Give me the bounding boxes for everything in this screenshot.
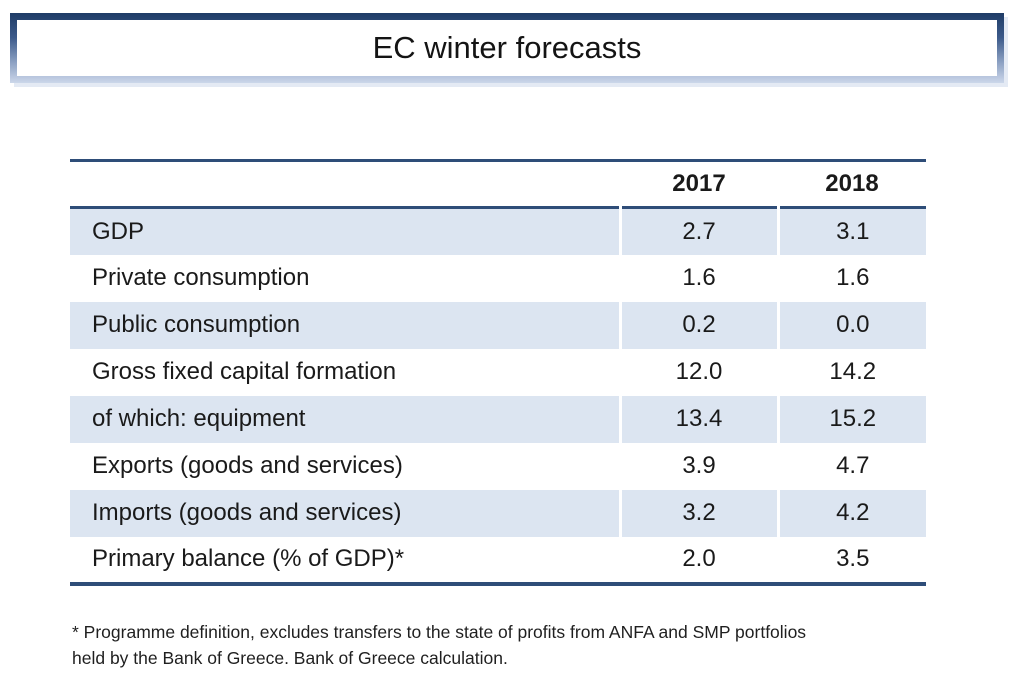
header-row: 2017 2018 <box>70 160 926 208</box>
page-title: EC winter forecasts <box>372 30 642 65</box>
slide-title-inner: EC winter forecasts <box>17 20 997 76</box>
forecast-table-container: 2017 2018 GDP 2.7 3.1 Private consumption 1.… <box>70 159 926 586</box>
row-label: Imports (goods and services) <box>92 499 402 526</box>
value-2018: 14.2 <box>776 348 926 396</box>
row-label: of which: equipment <box>92 405 306 432</box>
value-2018: 3.5 <box>776 536 926 584</box>
table-row: Primary balance (% of GDP)* 2.0 3.5 <box>70 536 926 584</box>
forecast-table-header: 2017 2018 <box>70 160 926 208</box>
value-2018: 4.7 <box>776 442 926 490</box>
value-2017: 13.4 <box>618 395 778 443</box>
header-year-2018: 2018 <box>825 170 879 197</box>
table-row: Imports (goods and services) 3.2 4.2 <box>70 489 926 537</box>
value-2018: 1.6 <box>776 254 926 302</box>
value-2017: 3.9 <box>618 442 778 490</box>
header-year-2017: 2017 <box>672 170 726 197</box>
table-row: Exports (goods and services) 3.9 4.7 <box>70 442 926 490</box>
footnote-line-2: held by the Bank of Greece. Bank of Gree… <box>72 648 508 669</box>
row-label: Public consumption <box>92 311 301 338</box>
value-2017: 2.0 <box>618 536 778 584</box>
row-label: GDP <box>92 217 145 245</box>
row-label: Primary balance (% of GDP)* <box>92 545 405 572</box>
value-2018: 3.1 <box>776 207 926 255</box>
value-2018: 0.0 <box>776 301 926 349</box>
table-row: of which: equipment 13.4 15.2 <box>70 395 926 443</box>
value-2018: 4.2 <box>776 489 926 537</box>
footnote: * Programme definition, excludes transfe… <box>72 619 944 672</box>
value-2017: 0.2 <box>618 301 778 349</box>
value-2017: 12.0 <box>618 348 778 396</box>
row-label: Exports (goods and services) <box>92 452 403 479</box>
forecast-table: 2017 2018 GDP 2.7 3.1 Private consumption 1.… <box>70 159 926 586</box>
row-label: Private consumption <box>92 264 310 291</box>
value-2017: 3.2 <box>618 489 778 537</box>
table-row: Private consumption 1.6 1.6 <box>70 254 926 302</box>
header-empty-cell <box>70 161 620 208</box>
table-row: GDP 2.7 3.1 <box>70 207 926 255</box>
footnote-line-1: * Programme definition, excludes transfe… <box>72 622 807 642</box>
value-2017: 2.7 <box>618 207 778 255</box>
table-row: Gross fixed capital formation 12.0 14.2 <box>70 348 926 396</box>
value-2017: 1.6 <box>618 254 778 302</box>
slide-title-box: EC winter forecasts <box>10 13 1004 83</box>
table-row: Public consumption 0.2 0.0 <box>70 301 926 349</box>
value-2018: 15.2 <box>776 395 926 443</box>
forecast-table-body: GDP 2.7 3.1 Private consumption 1.6 1.6 Public… <box>70 207 926 584</box>
row-label: Gross fixed capital formation <box>92 358 397 385</box>
